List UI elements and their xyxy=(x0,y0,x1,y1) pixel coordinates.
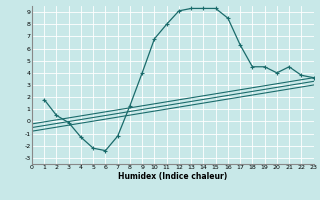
X-axis label: Humidex (Indice chaleur): Humidex (Indice chaleur) xyxy=(118,172,228,181)
